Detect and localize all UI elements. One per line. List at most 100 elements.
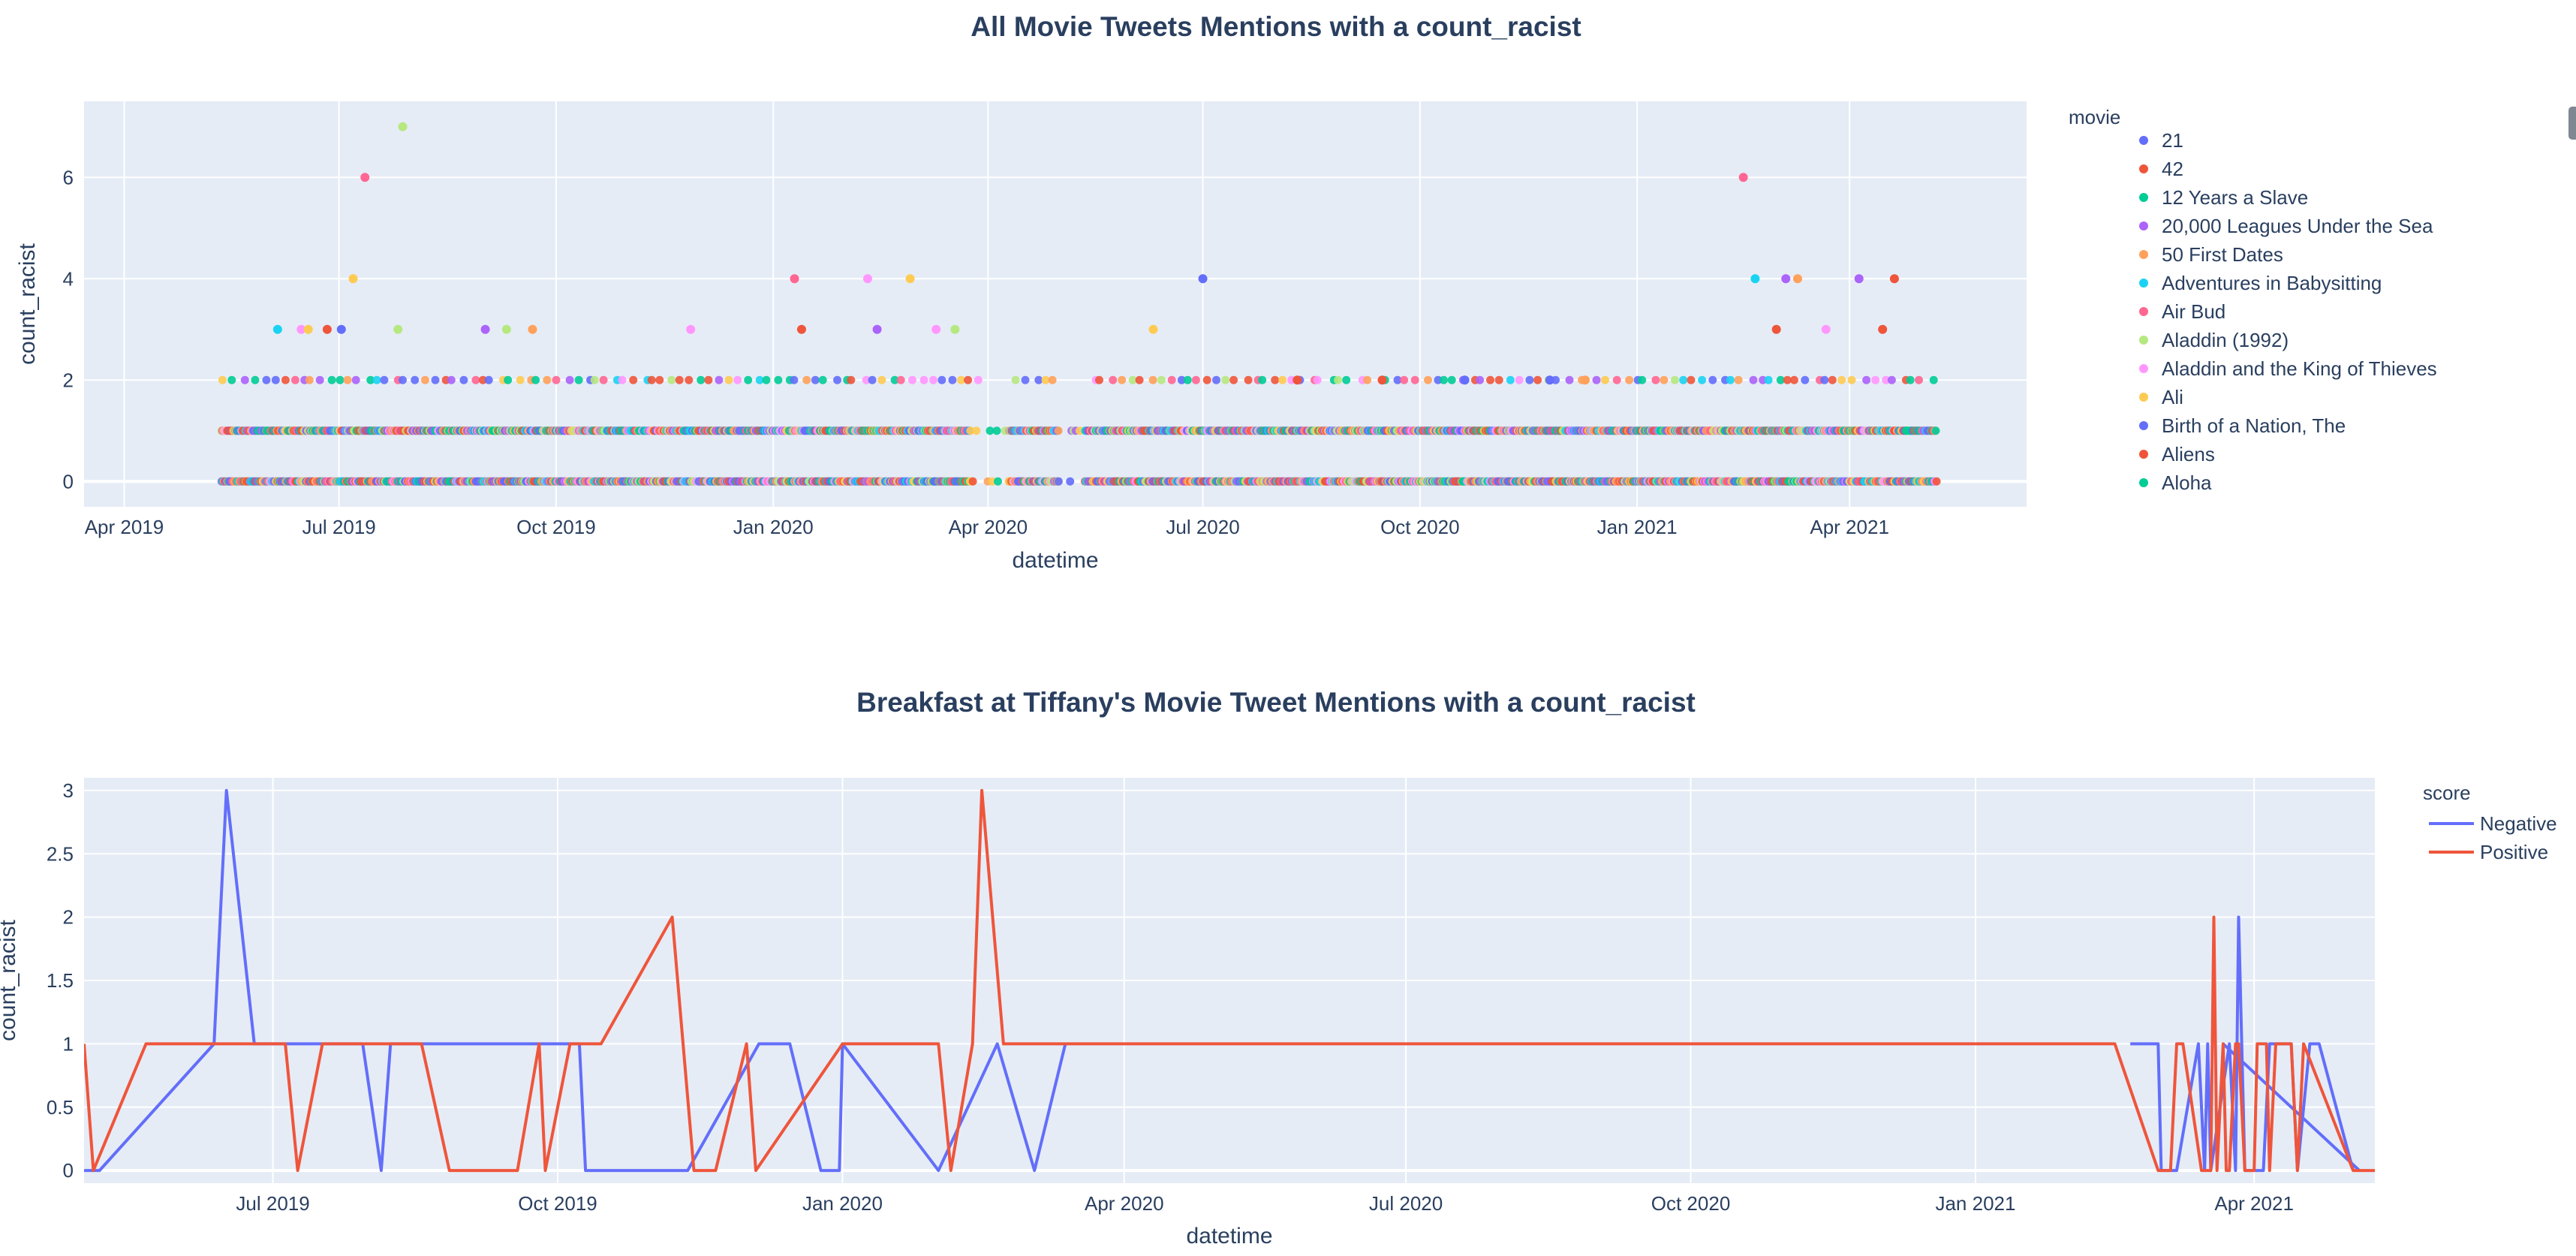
chart1-point (790, 375, 799, 384)
chart1-point (1148, 375, 1157, 384)
chart1-point (1638, 375, 1647, 384)
chart-breakfast-at-tiffanys: Breakfast at Tiffany's Movie Tweet Menti… (0, 687, 2557, 1248)
chart2-legend-title: score (2423, 782, 2471, 804)
chart1-point (1601, 375, 1609, 384)
chart1-point (929, 375, 937, 384)
chart1-point (501, 324, 511, 334)
chart1-point (1221, 375, 1230, 384)
chart1-point (1929, 375, 1938, 384)
chart1-point (1734, 375, 1743, 384)
chart1-legend-item[interactable]: 12 Years a Slave (2162, 186, 2308, 209)
chart1-point (1525, 375, 1534, 384)
chart1-point (833, 375, 841, 384)
chart2-title: Breakfast at Tiffany's Movie Tweet Menti… (856, 687, 1696, 718)
chart2-y-tick-label: 0.5 (47, 1096, 74, 1119)
chart1-legend-item[interactable]: Air Bud (2162, 300, 2225, 323)
chart1-point (1882, 375, 1891, 384)
chart1-point (1041, 375, 1050, 384)
chart2-y-axis-title: count_racist (0, 919, 20, 1041)
chart1-point (1494, 375, 1503, 384)
chart1-point (877, 375, 886, 384)
chart1-point (1515, 375, 1524, 384)
chart1-point (1545, 375, 1554, 385)
chart1-point (1764, 375, 1773, 384)
chart1-point (1862, 375, 1871, 384)
chart1-point (1313, 375, 1322, 384)
chart1-legend-item[interactable]: Adventures in Babysitting (2162, 272, 2382, 294)
chart2-legend-item[interactable]: Positive (2480, 841, 2548, 863)
chart-all-movies: All Movie Tweets Mentions with a count_r… (15, 11, 2437, 573)
chart1-point (1293, 375, 1302, 385)
legend-scrollbar[interactable] (2568, 107, 2576, 140)
chart1-legend-marker (2139, 478, 2148, 487)
chart2-x-tick-label: Jul 2019 (236, 1192, 309, 1215)
chart1-point (1183, 375, 1192, 384)
chart1-point (1460, 375, 1470, 385)
chart1-legend-item[interactable]: Ali (2162, 386, 2183, 408)
chart1-point (565, 375, 574, 384)
chart1-legend-item[interactable]: Aladdin and the King of Thieves (2162, 357, 2437, 380)
chart1-point (380, 375, 389, 384)
chart1-point (1191, 375, 1200, 384)
chart1-point (1271, 375, 1280, 384)
chart1-point (1651, 375, 1660, 384)
chart1-point (218, 375, 227, 384)
chart1-point (872, 324, 882, 334)
chart1-point (655, 375, 664, 384)
chart2-x-axis-title: datetime (1186, 1224, 1272, 1248)
chart1-point (1095, 375, 1103, 384)
chart1-point (1506, 375, 1515, 384)
chart1-point (1198, 274, 1208, 284)
chart1-point (863, 274, 873, 284)
chart1-legend-item[interactable]: Aliens (2162, 443, 2215, 465)
chart1-point (1363, 375, 1372, 384)
chart1-legend-item[interactable]: 50 First Dates (2162, 243, 2283, 266)
chart1-point (1670, 375, 1679, 384)
chart1-point (1410, 375, 1419, 384)
chart1-point (685, 375, 694, 384)
chart1-x-ticks: Apr 2019 Jul 2019 Oct 2019 Jan 2020 Apr 2020… (85, 516, 1889, 538)
chart1-point (704, 375, 713, 384)
chart1-point (896, 375, 905, 384)
chart1-point (372, 375, 381, 384)
chart1-marks (217, 122, 1941, 486)
chart1-legend-marker (2139, 393, 2148, 402)
chart1-point (315, 375, 324, 384)
chart1-legend-item[interactable]: Birth of a Nation, The (2162, 414, 2346, 437)
chart1-point (1212, 375, 1220, 384)
chart1-legend-marker (2139, 336, 2148, 345)
chart1-point (504, 375, 513, 384)
chart2-line-negative (2222, 1042, 2361, 1172)
chart1-point (281, 375, 290, 384)
chart2-x-tick-label: Apr 2020 (1085, 1192, 1164, 1215)
chart2-y-ticks: 0 0.5 1 1.5 2 2.5 3 (47, 779, 74, 1182)
chart1-point (890, 375, 899, 384)
chart1-point (1781, 274, 1791, 284)
chart1-point (1447, 375, 1456, 384)
chart1-point (1424, 375, 1432, 384)
chart2-legend: score Negative Positive (2423, 782, 2557, 863)
chart1-legend-marker (2139, 307, 2148, 316)
chart1-point (1837, 375, 1846, 384)
chart1-point (1801, 375, 1810, 384)
chart2-legend-item[interactable]: Negative (2480, 812, 2557, 835)
chart1-x-tick-label: Jan 2020 (733, 516, 814, 538)
chart1-point (1580, 375, 1590, 385)
chart1-y-axis-title: count_racist (15, 242, 40, 364)
chart1-legend-item[interactable]: 42 (2162, 158, 2183, 180)
chart1-point (1847, 375, 1856, 384)
chart1-point (1434, 375, 1443, 384)
chart1-legend-item[interactable]: Aloha (2162, 471, 2212, 494)
chart1-point (343, 375, 352, 384)
chart1-point (471, 375, 480, 384)
chart2-y-tick-label: 2 (63, 906, 74, 929)
chart1-point (336, 324, 346, 334)
chart1-x-tick-label: Oct 2019 (516, 516, 596, 538)
chart1-legend-item[interactable]: 21 (2162, 129, 2183, 152)
chart1-point (992, 426, 1001, 435)
chart1-legend-item[interactable]: 20,000 Leagues Under the Sea (2162, 215, 2433, 237)
chart1-point (262, 375, 271, 384)
chart1-point (1048, 375, 1057, 384)
chart1-legend-item[interactable]: Aladdin (1992) (2162, 329, 2289, 351)
